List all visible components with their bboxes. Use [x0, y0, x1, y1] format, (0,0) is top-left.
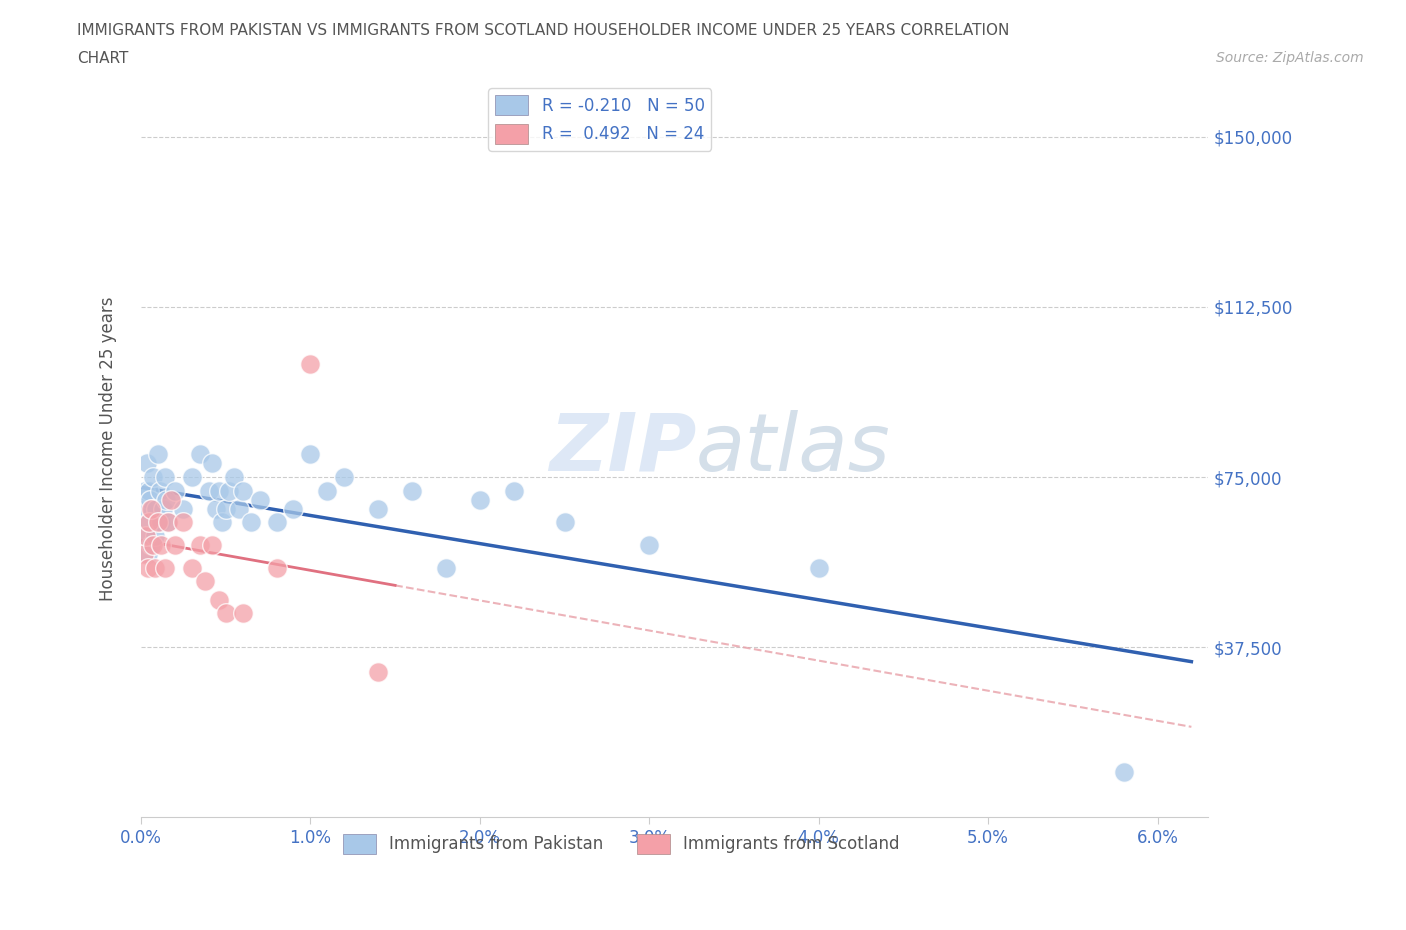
- Text: atlas: atlas: [696, 410, 891, 487]
- Point: [149, 484, 172, 498]
- Point: [180, 470, 202, 485]
- Point: [150, 538, 173, 552]
- Point: [138, 515, 160, 530]
- Point: [367, 501, 389, 516]
- Point: [146, 515, 169, 530]
- Point: [135, 528, 157, 543]
- Point: [188, 447, 211, 462]
- Point: [134, 501, 156, 516]
- Text: IMMIGRANTS FROM PAKISTAN VS IMMIGRANTS FROM SCOTLAND HOUSEHOLDER INCOME UNDER 25: IMMIGRANTS FROM PAKISTAN VS IMMIGRANTS F…: [77, 23, 1010, 38]
- Text: Source: ZipAtlas.com: Source: ZipAtlas.com: [1216, 51, 1364, 65]
- Point: [283, 501, 305, 516]
- Point: [201, 538, 224, 552]
- Point: [134, 547, 156, 562]
- Point: [145, 501, 167, 516]
- Point: [554, 515, 576, 530]
- Point: [150, 515, 173, 530]
- Point: [218, 484, 240, 498]
- Point: [249, 492, 271, 507]
- Point: [266, 515, 288, 530]
- Point: [136, 547, 159, 562]
- Point: [194, 574, 217, 589]
- Point: [146, 447, 169, 462]
- Point: [224, 470, 246, 485]
- Point: [188, 538, 211, 552]
- Point: [401, 484, 423, 498]
- Point: [157, 515, 180, 530]
- Point: [299, 447, 322, 462]
- Point: [163, 484, 186, 498]
- Point: [228, 501, 250, 516]
- Point: [142, 470, 165, 485]
- Point: [201, 456, 224, 471]
- Point: [138, 515, 160, 530]
- Point: [232, 605, 254, 620]
- Point: [468, 492, 491, 507]
- Point: [215, 605, 238, 620]
- Point: [434, 561, 457, 576]
- Y-axis label: Householder Income Under 25 years: Householder Income Under 25 years: [100, 297, 117, 601]
- Text: CHART: CHART: [77, 51, 129, 66]
- Point: [143, 561, 166, 576]
- Point: [208, 592, 231, 607]
- Point: [638, 538, 661, 552]
- Point: [172, 515, 194, 530]
- Point: [333, 470, 356, 485]
- Point: [138, 484, 160, 498]
- Point: [160, 492, 183, 507]
- Point: [807, 561, 830, 576]
- Point: [232, 484, 254, 498]
- Point: [180, 561, 202, 576]
- Point: [143, 528, 166, 543]
- Point: [240, 515, 263, 530]
- Point: [163, 538, 186, 552]
- Point: [153, 561, 176, 576]
- Point: [204, 501, 226, 516]
- Point: [136, 561, 159, 576]
- Legend: Immigrants from Pakistan, Immigrants from Scotland: Immigrants from Pakistan, Immigrants fro…: [336, 827, 907, 860]
- Point: [134, 484, 156, 498]
- Point: [139, 492, 162, 507]
- Point: [197, 484, 219, 498]
- Point: [157, 515, 180, 530]
- Point: [135, 528, 157, 543]
- Point: [152, 501, 174, 516]
- Point: [208, 484, 231, 498]
- Point: [266, 561, 288, 576]
- Point: [172, 501, 194, 516]
- Point: [141, 501, 163, 516]
- Point: [139, 501, 162, 516]
- Point: [299, 356, 322, 371]
- Point: [316, 484, 339, 498]
- Point: [367, 665, 389, 680]
- Point: [211, 515, 233, 530]
- Point: [153, 470, 176, 485]
- Point: [155, 492, 177, 507]
- Point: [502, 484, 524, 498]
- Point: [1112, 764, 1135, 779]
- Point: [215, 501, 238, 516]
- Point: [139, 538, 162, 552]
- Point: [142, 538, 165, 552]
- Text: ZIP: ZIP: [548, 410, 696, 487]
- Point: [135, 456, 157, 471]
